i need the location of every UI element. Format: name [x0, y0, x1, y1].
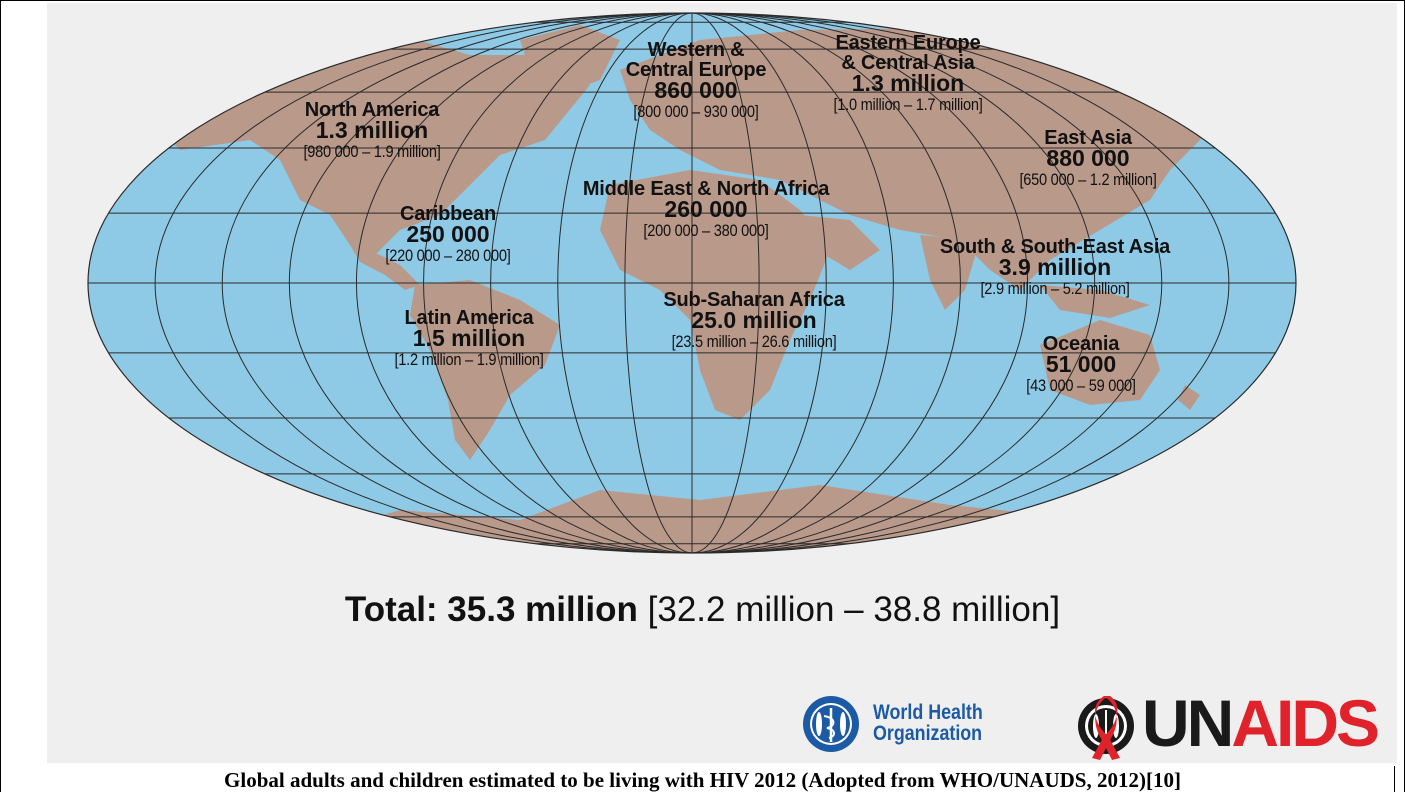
- region-name: Sub-Saharan Africa: [663, 289, 845, 311]
- region-north-america: North America 1.3 million [980 000 – 1.9…: [292, 100, 451, 160]
- region-name: Middle East & North Africa: [582, 178, 830, 200]
- region-name: North America: [304, 99, 440, 121]
- who-line2: Organization: [873, 722, 983, 745]
- region-east-asia: East Asia 880 000 [650 000 – 1.2 million…: [1008, 128, 1167, 188]
- region-south-southeast-asia: South & South-East Asia 3.9 million [2.9…: [940, 237, 1170, 297]
- total-estimate: Total: 35.3 million [32.2 million – 38.8…: [0, 590, 1405, 630]
- region-name: Latin America: [404, 307, 534, 329]
- region-range: [23.5 million – 26.6 million]: [671, 332, 837, 351]
- graticule: [88, 13, 1296, 553]
- landmass-india: [920, 235, 980, 310]
- region-value: 260 000: [664, 196, 748, 222]
- landmass-central-america: [350, 245, 420, 290]
- unaids-ribbon-icon: [1078, 696, 1134, 760]
- map-outline: [87, 12, 1297, 554]
- landmass-se-asia: [1040, 285, 1150, 318]
- unaids-un: UN: [1142, 686, 1234, 760]
- region-range: [800 000 – 930 000]: [633, 102, 759, 121]
- region-value: 860 000: [654, 77, 738, 103]
- who-wordmark: World Health Organization: [873, 702, 983, 744]
- region-eastern-europe-central-asia: Eastern Europe & Central Asia 1.3 millio…: [821, 33, 994, 113]
- landmass-arabia: [800, 215, 880, 270]
- who-line1: World Health: [873, 701, 983, 724]
- region-name: Caribbean: [399, 203, 496, 225]
- region-value: 25.0 million: [691, 307, 817, 333]
- region-caribbean: Caribbean 250 000 [220 000 – 280 000]: [375, 204, 521, 264]
- region-value: 250 000: [406, 221, 490, 247]
- region-value: 51 000: [1045, 351, 1117, 377]
- region-name-line2: Central Europe: [625, 59, 767, 81]
- who-emblem-icon: [803, 696, 859, 752]
- region-range: [650 000 – 1.2 million]: [1019, 170, 1157, 189]
- unaids-wordmark: UNAIDS: [1142, 690, 1380, 756]
- total-label: Total: 35.3 million: [344, 590, 638, 629]
- region-value: 1.3 million: [315, 117, 429, 143]
- region-oceania: Oceania 51 000 [43 000 – 59 000]: [1017, 334, 1144, 394]
- total-range: [32.2 million – 38.8 million]: [647, 590, 1061, 629]
- region-range: [2.9 million – 5.2 million]: [980, 279, 1130, 298]
- region-value: 1.3 million: [851, 70, 965, 96]
- region-range: [43 000 – 59 000]: [1026, 376, 1136, 395]
- region-value: 3.9 million: [998, 254, 1112, 280]
- region-western-central-europe: Western & Central Europe 860 000 [800 00…: [623, 40, 769, 120]
- region-range: [220 000 – 280 000]: [385, 246, 511, 265]
- region-name-line1: Western &: [647, 39, 745, 61]
- landmass-eurasia: [620, 28, 1230, 290]
- unaids-aids: AIDS: [1231, 686, 1380, 760]
- right-border-line: [1394, 766, 1395, 792]
- region-value: 1.5 million: [412, 325, 526, 351]
- region-value: 880 000: [1046, 145, 1130, 171]
- region-middle-east-north-africa: Middle East & North Africa 260 000 [200 …: [582, 178, 830, 240]
- region-range: [980 000 – 1.9 million]: [303, 142, 441, 161]
- region-name: South & South-East Asia: [939, 236, 1171, 258]
- landmass-greenland: [520, 25, 620, 95]
- region-name-line1: Eastern Europe: [835, 32, 981, 54]
- region-sub-saharan-africa: Sub-Saharan Africa 25.0 million [23.5 mi…: [658, 290, 850, 350]
- region-name-line2: & Central Asia: [841, 52, 975, 74]
- landmass-south-america: [410, 280, 560, 460]
- region-latin-america: Latin America 1.5 million [1.2 million –…: [382, 308, 555, 368]
- region-range: [200 000 – 380 000]: [643, 221, 769, 240]
- figure-caption: Global adults and children estimated to …: [224, 768, 1181, 792]
- region-range: [1.2 million – 1.9 million]: [394, 350, 544, 369]
- landmass-australia: [1040, 320, 1160, 405]
- region-name: East Asia: [1044, 127, 1132, 149]
- region-range: [1.0 million – 1.7 million]: [833, 95, 983, 114]
- landmass-africa: [600, 170, 830, 420]
- region-name: Oceania: [1042, 333, 1120, 355]
